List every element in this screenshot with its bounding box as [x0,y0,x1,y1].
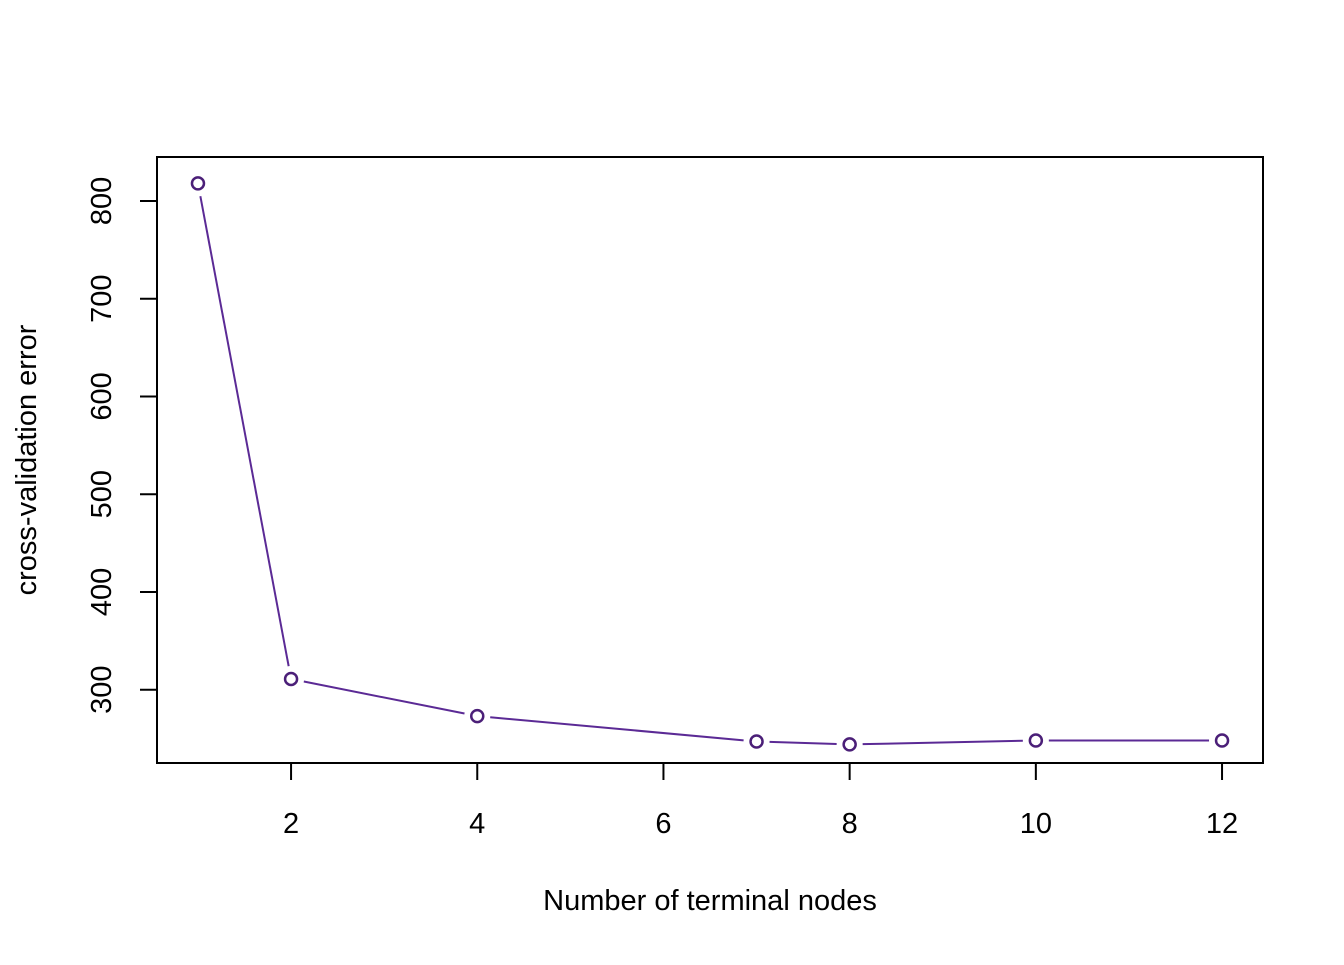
y-tick-label-400: 400 [86,568,118,616]
data-point-1 [190,176,206,191]
series-segment-4 [862,739,1023,746]
plot-frame [156,156,1264,764]
x-tick-label-12: 12 [1206,808,1238,840]
x-tick-label-2: 2 [283,808,299,840]
x-tick-label-10: 10 [1020,808,1052,840]
y-tick-label-300: 300 [86,665,118,713]
data-point-4 [470,708,485,724]
series-segment-2 [490,716,744,742]
data-point-10 [1028,733,1044,748]
y-tick-label-600: 600 [86,372,118,420]
data-point-12 [1214,733,1230,748]
x-tick-label-4: 4 [469,808,485,840]
data-point-8 [842,737,857,752]
x-tick-label-6: 6 [655,808,671,840]
x-axis: 2 4 6 8 10 12 [283,762,1238,840]
series-segment-3 [769,740,837,746]
series-segment-0 [199,195,290,667]
y-tick-label-700: 700 [86,275,118,323]
data-point-7 [749,734,764,749]
x-tick-label-8: 8 [842,808,858,840]
series-segment-1 [303,680,465,715]
data-point-2 [283,671,299,687]
x-axis-label: Number of terminal nodes [543,885,877,917]
y-tick-label-800: 800 [86,177,118,225]
y-axis-label: cross-validation error [11,324,43,595]
y-tick-label-500: 500 [86,470,118,518]
y-axis: 300 400 500 600 700 800 [86,177,158,714]
series-layer [190,176,1230,752]
